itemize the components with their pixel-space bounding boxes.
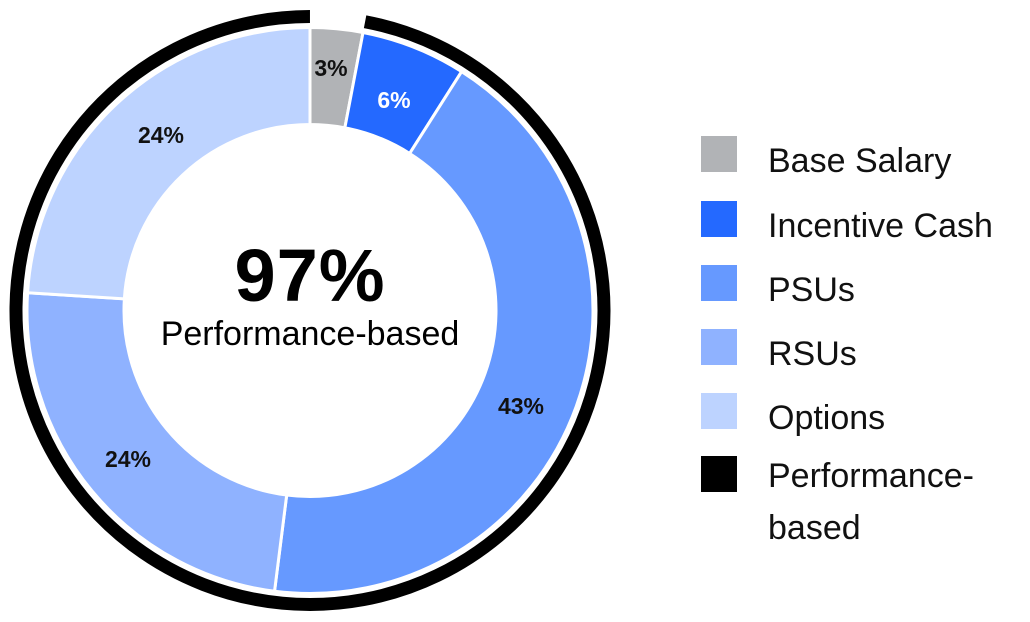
slice-label-rsus: 24%: [104, 446, 152, 472]
center-value: 97%: [234, 234, 386, 317]
legend-label: PSUs: [768, 271, 855, 309]
legend-label: Options: [768, 399, 886, 437]
legend-swatch-incentive-cash: [701, 201, 737, 237]
legend-swatch-psus: [701, 265, 737, 301]
slice-label-incentive-cash: 6%: [377, 87, 411, 113]
legend-label: RSUs: [768, 335, 857, 373]
slice-label-options: 24%: [137, 122, 185, 148]
donut-chart-svg: [9, 10, 611, 611]
slice-label-psus: 43%: [497, 393, 545, 419]
center-label: Performance-based: [160, 315, 460, 353]
legend-label: Incentive Cash: [768, 207, 993, 245]
slice-rsus: [25, 291, 289, 593]
legend-label: Base Salary: [768, 142, 952, 180]
legend-label: Performance-based: [768, 457, 974, 547]
slice-label-base-salary: 3%: [314, 55, 348, 81]
legend-swatch-rsus: [701, 329, 737, 365]
legend-swatch-performance-based: [701, 456, 737, 492]
legend-swatch-options: [701, 393, 737, 429]
slice-options: [25, 25, 312, 301]
slice-psus: [272, 69, 595, 595]
legend-swatch-base-salary: [701, 136, 737, 172]
performance-based-arc: [9, 10, 611, 611]
